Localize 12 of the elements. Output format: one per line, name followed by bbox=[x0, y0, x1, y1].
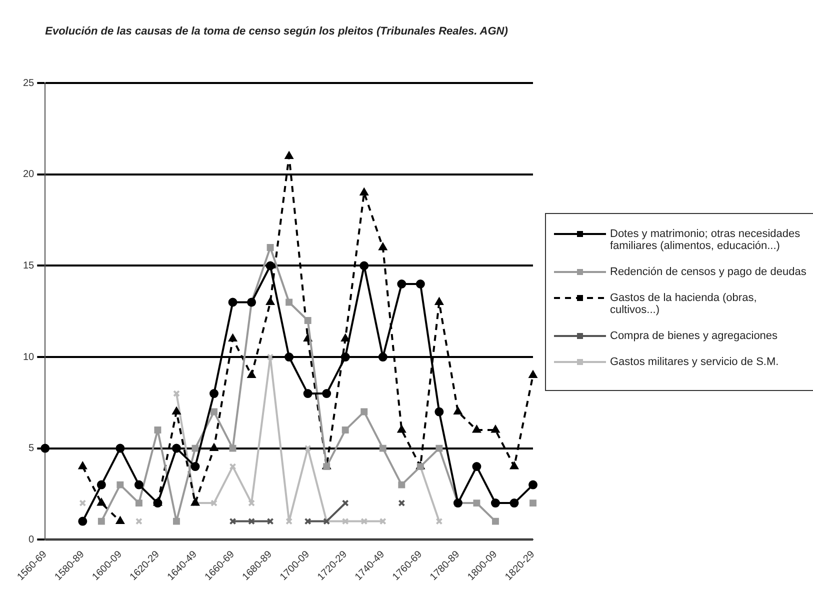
legend-label: Redención de censos y pago de deudas bbox=[610, 266, 806, 278]
y-tick-label: 25 bbox=[23, 78, 35, 89]
legend-label: Gastos militares y servicio de S.M. bbox=[610, 356, 779, 368]
y-tick-label: 10 bbox=[23, 352, 35, 363]
legend-label: Gastos de la hacienda (obras, cultivos...) bbox=[610, 292, 758, 316]
y-tick-label: 5 bbox=[28, 443, 35, 454]
y-tick-label: 0 bbox=[28, 534, 35, 546]
y-tick-label: 15 bbox=[23, 260, 35, 272]
chart-title: Evolución de las causas de la toma de censo según los pleitos (Tribunales Reales. AGN) bbox=[45, 26, 508, 38]
legend-label: Dotes y matrimonio; otras necesidades familiares (alimentos, educación...) bbox=[610, 228, 802, 252]
y-tick-label: 20 bbox=[23, 169, 35, 180]
legend-label: Compra de bienes y agregaciones bbox=[610, 330, 778, 342]
